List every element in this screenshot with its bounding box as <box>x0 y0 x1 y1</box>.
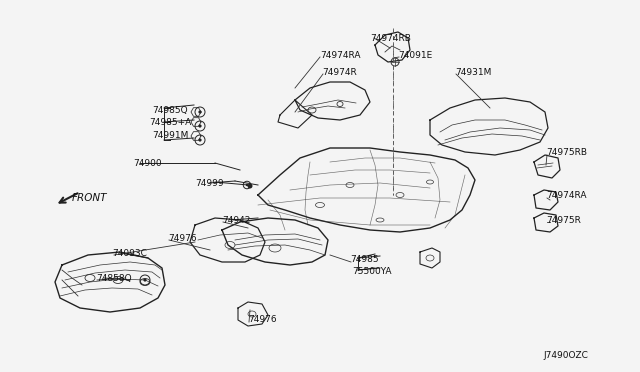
Text: 74093C: 74093C <box>112 248 147 257</box>
Text: 74858Q: 74858Q <box>96 273 132 282</box>
Ellipse shape <box>248 183 253 189</box>
Text: 74091E: 74091E <box>398 51 432 60</box>
Text: 74976: 74976 <box>248 315 276 324</box>
Text: J7490OZC: J7490OZC <box>543 350 588 359</box>
Text: 74974RA: 74974RA <box>546 190 586 199</box>
Ellipse shape <box>246 184 248 186</box>
Text: 74975RB: 74975RB <box>546 148 587 157</box>
Text: 74931M: 74931M <box>455 67 492 77</box>
Text: 74976: 74976 <box>168 234 196 243</box>
Text: 74974R: 74974R <box>322 67 356 77</box>
Text: 74974RB: 74974RB <box>370 33 411 42</box>
Text: 75500YA: 75500YA <box>352 267 392 276</box>
Text: 74985: 74985 <box>350 256 379 264</box>
Ellipse shape <box>198 110 202 113</box>
Ellipse shape <box>198 138 202 142</box>
Text: 74991M: 74991M <box>152 131 188 140</box>
Text: 74985Q: 74985Q <box>152 106 188 115</box>
Text: 74942: 74942 <box>222 215 250 224</box>
Text: 74999: 74999 <box>195 179 223 187</box>
Ellipse shape <box>143 278 147 282</box>
Text: 74985+A: 74985+A <box>149 118 191 126</box>
Text: 74900: 74900 <box>133 158 162 167</box>
Ellipse shape <box>198 124 202 128</box>
Text: 74974RA: 74974RA <box>320 51 360 60</box>
Text: FRONT: FRONT <box>72 193 108 203</box>
Text: 74975R: 74975R <box>546 215 581 224</box>
